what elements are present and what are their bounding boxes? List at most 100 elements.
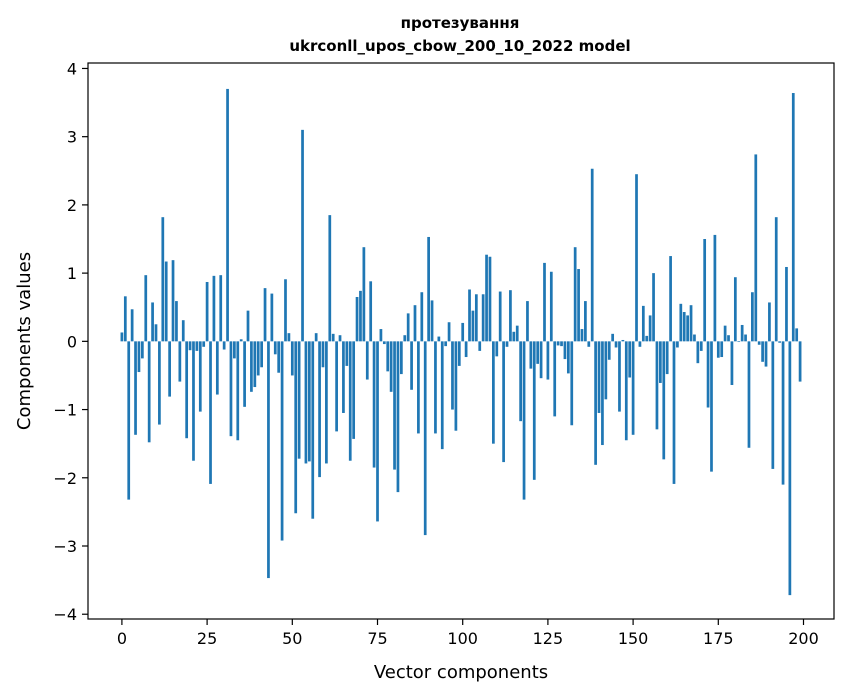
- bar-128: [556, 341, 560, 346]
- bar-41: [260, 341, 263, 368]
- bar-194: [781, 341, 785, 485]
- x-tick-label-100: 100: [447, 629, 478, 648]
- bar-13: [164, 261, 168, 342]
- bar-169: [696, 341, 700, 364]
- bar-186: [754, 154, 758, 342]
- bar-78: [386, 341, 390, 372]
- bar-77: [382, 341, 386, 345]
- bar-72: [365, 341, 369, 380]
- bar-32: [229, 341, 233, 437]
- bar-71: [362, 247, 366, 342]
- x-tick-label-25: 25: [197, 629, 217, 648]
- bar-76: [379, 329, 383, 342]
- bar-101: [464, 341, 468, 358]
- bar-133: [573, 247, 577, 342]
- bar-17: [178, 341, 182, 382]
- y-tick-label-4: 4: [67, 59, 77, 78]
- bar-185: [751, 292, 754, 342]
- y-tick-label-3: 3: [67, 128, 77, 147]
- bar-113: [505, 341, 509, 347]
- bar-123: [539, 341, 543, 379]
- bar-102: [468, 289, 471, 342]
- bar-124: [543, 262, 546, 342]
- x-tick-label-175: 175: [703, 629, 734, 648]
- bar-81: [396, 341, 400, 493]
- bar-170: [699, 341, 703, 351]
- bar-162: [672, 341, 676, 484]
- bar-137: [587, 341, 591, 347]
- bar-64: [338, 335, 342, 342]
- bar-119: [526, 301, 529, 342]
- bar-3: [130, 309, 134, 342]
- bar-153: [641, 305, 645, 342]
- bar-156: [652, 273, 655, 342]
- bar-73: [369, 281, 373, 342]
- bar-55: [307, 341, 311, 462]
- bar-116: [515, 325, 519, 342]
- bar-16: [175, 301, 178, 342]
- bar-36: [243, 341, 246, 407]
- y-axis-ticks: −4 −3 −2 −1 0 1 2 3 4: [53, 59, 88, 624]
- bar-140: [597, 341, 601, 413]
- bar-108: [488, 256, 492, 342]
- bar-95: [444, 341, 448, 347]
- y-tick-label--1: −1: [53, 401, 77, 420]
- bar-25: [205, 281, 209, 342]
- bar-88: [420, 292, 424, 342]
- bar-56: [311, 341, 315, 519]
- bar-148: [624, 341, 628, 441]
- bar-4: [134, 341, 137, 435]
- bar-27: [212, 275, 216, 342]
- bar-79: [389, 341, 393, 392]
- bar-164: [679, 303, 683, 342]
- x-tick-label-75: 75: [367, 629, 387, 648]
- bar-23: [198, 341, 202, 412]
- bar-91: [430, 300, 434, 342]
- bar-21: [192, 341, 195, 461]
- bar-159: [662, 341, 666, 460]
- chart-title-line-1: протезування: [401, 14, 520, 32]
- bar-142: [604, 341, 608, 400]
- bar-39: [253, 341, 257, 388]
- bar-192: [774, 217, 778, 342]
- bar-127: [553, 341, 557, 417]
- bar-90: [427, 236, 430, 342]
- bar-60: [325, 341, 328, 464]
- bar-14: [168, 341, 171, 397]
- bar-178: [727, 335, 730, 342]
- bar-154: [645, 335, 649, 342]
- bar-161: [669, 256, 672, 342]
- bar-166: [686, 315, 689, 342]
- bar-84: [406, 313, 410, 342]
- bar-173: [710, 341, 713, 472]
- bar-22: [195, 341, 199, 351]
- bar-143: [607, 341, 611, 360]
- bar-195: [785, 266, 788, 342]
- bar-66: [345, 341, 349, 366]
- bar-138: [590, 168, 594, 342]
- bar-180: [733, 277, 737, 342]
- bar-52: [297, 341, 301, 459]
- bar-158: [659, 341, 662, 383]
- bar-38: [250, 341, 253, 392]
- bar-28: [215, 341, 219, 395]
- bar-118: [522, 341, 526, 500]
- bar-107: [485, 254, 488, 342]
- bar-188: [761, 341, 764, 362]
- bar-29: [219, 275, 223, 342]
- bar-33: [233, 341, 236, 359]
- bar-136: [584, 301, 587, 342]
- bar-68: [352, 341, 356, 439]
- bar-174: [713, 234, 717, 342]
- y-tick-label-0: 0: [67, 332, 77, 351]
- bar-135: [580, 329, 584, 342]
- x-axis-ticks: 0 25 50 75 100 125 150 175 200: [117, 619, 819, 648]
- bar-89: [423, 341, 427, 536]
- bar-92: [434, 341, 437, 434]
- bar-100: [461, 322, 465, 342]
- bar-85: [410, 341, 413, 390]
- bar-168: [693, 334, 696, 342]
- bar-94: [440, 341, 444, 450]
- x-tick-label-200: 200: [788, 629, 819, 648]
- bar-82: [399, 341, 403, 375]
